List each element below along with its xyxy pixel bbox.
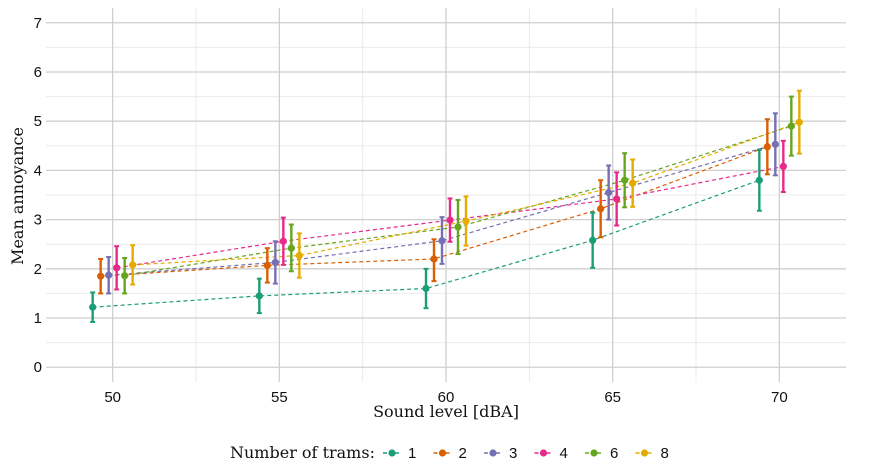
data-point-8 xyxy=(795,118,803,126)
data-point-2 xyxy=(263,261,271,269)
y-axis-tick-labels: 0 1 2 3 4 5 6 7 xyxy=(34,15,42,376)
major-gridlines xyxy=(46,8,846,382)
legend-label-2: 2 xyxy=(459,445,467,462)
data-point-1 xyxy=(589,236,597,244)
data-point-6 xyxy=(287,244,295,252)
x-tick-label: 65 xyxy=(604,389,621,406)
data-point-6 xyxy=(621,176,629,184)
y-tick-label: 6 xyxy=(34,64,42,81)
data-point-1 xyxy=(89,303,97,311)
legend-title: Number of trams: xyxy=(230,443,375,462)
y-tick-label: 2 xyxy=(34,261,42,278)
data-point-2 xyxy=(430,255,438,263)
legend: Number of trams: 1 2 3 4 6 8 xyxy=(230,443,669,462)
legend-marker-8 xyxy=(640,449,649,457)
data-point-3 xyxy=(771,140,779,148)
data-point-6 xyxy=(454,223,462,231)
data-point-3 xyxy=(605,188,613,197)
data-point-6 xyxy=(787,122,795,130)
legend-label-4: 4 xyxy=(560,445,568,462)
y-tick-label: 1 xyxy=(34,310,42,327)
x-axis-title: Sound level [dBA] xyxy=(373,402,519,421)
legend-marker-3 xyxy=(489,449,497,457)
legend-marker-2 xyxy=(438,449,447,457)
data-point-8 xyxy=(629,179,637,187)
x-tick-label: 70 xyxy=(771,389,788,406)
data-point-8 xyxy=(129,261,137,269)
y-tick-label: 5 xyxy=(34,113,42,130)
data-point-1 xyxy=(755,176,763,184)
x-axis-tick-labels: 50 55 60 65 70 xyxy=(104,389,787,406)
data-points xyxy=(89,118,803,311)
data-point-2 xyxy=(763,143,771,151)
x-tick-label: 60 xyxy=(438,389,455,406)
legend-marker-6 xyxy=(590,449,598,457)
data-point-4 xyxy=(113,264,121,272)
data-point-6 xyxy=(121,272,129,280)
data-point-8 xyxy=(462,217,470,225)
data-point-2 xyxy=(97,272,105,280)
legend-marker-1 xyxy=(388,449,396,457)
legend-label-1: 1 xyxy=(408,445,416,462)
data-point-2 xyxy=(597,205,605,213)
y-tick-label: 4 xyxy=(34,162,42,179)
legend-label-3: 3 xyxy=(509,445,517,462)
data-point-3 xyxy=(271,258,279,267)
x-tick-label: 55 xyxy=(271,389,288,406)
data-point-4 xyxy=(779,162,787,171)
y-tick-label: 3 xyxy=(34,212,42,229)
x-tick-label: 50 xyxy=(104,389,121,406)
data-point-4 xyxy=(446,216,454,224)
data-point-3 xyxy=(438,237,446,245)
data-point-1 xyxy=(422,284,430,293)
legend-marker-4 xyxy=(539,449,548,457)
series-line-2 xyxy=(100,146,768,277)
data-point-4 xyxy=(279,237,287,245)
legend-items: 1 2 3 4 6 8 xyxy=(383,445,669,462)
data-point-8 xyxy=(295,251,303,260)
legend-label-6: 6 xyxy=(610,445,618,462)
data-point-3 xyxy=(105,271,113,279)
y-tick-label: 0 xyxy=(34,359,42,376)
legend-label-8: 8 xyxy=(661,445,669,462)
y-axis-title: Mean annoyance xyxy=(8,127,27,265)
data-point-4 xyxy=(613,195,621,203)
y-tick-label: 7 xyxy=(34,15,42,32)
data-point-1 xyxy=(255,292,263,300)
